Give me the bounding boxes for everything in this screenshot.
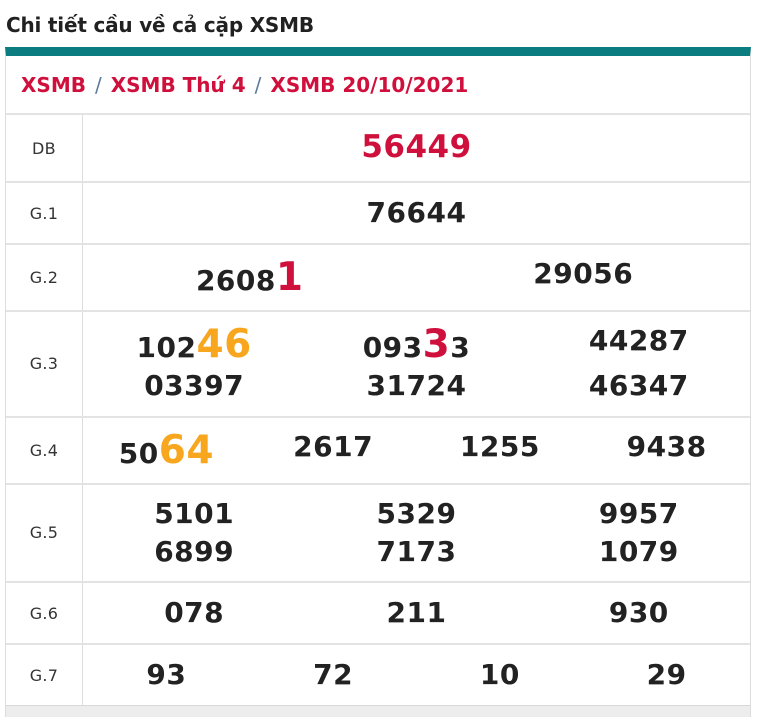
breadcrumb-separator: / bbox=[94, 72, 102, 97]
digits: 93 bbox=[146, 658, 187, 692]
digits: 9438 bbox=[626, 429, 707, 463]
highlighted-digits: 3 bbox=[422, 322, 451, 368]
prize-row: G.7 93 72 10 29 bbox=[6, 643, 750, 706]
highlighted-digits: 56449 bbox=[361, 129, 472, 166]
highlighted-digits: 64 bbox=[158, 427, 214, 473]
prize-label: G.7 bbox=[6, 645, 83, 706]
prize-values: 93 72 10 29 bbox=[83, 645, 750, 705]
prize-values: 56449 bbox=[83, 115, 750, 181]
prize-number: 1255 bbox=[459, 429, 540, 470]
prize-number: 930 bbox=[608, 596, 669, 630]
prize-number: 5101 bbox=[154, 496, 235, 530]
digits: 930 bbox=[608, 596, 669, 630]
breadcrumb-link-xsmb-date[interactable]: XSMB 20/10/2021 bbox=[270, 72, 469, 97]
digits: 5101 bbox=[154, 496, 235, 530]
prize-number: 7173 bbox=[376, 534, 457, 568]
prize-number: 93 bbox=[146, 658, 187, 692]
prize-number: 72 bbox=[313, 658, 354, 692]
digits: 9957 bbox=[598, 496, 679, 530]
prize-values: 5101 5329 9957 6899 7173 1079 bbox=[83, 485, 750, 581]
digits: 078 bbox=[164, 596, 225, 630]
prize-table-body: DB 56449 G.1 76644 G.2 2608 1 29056 G.3 102 46 093 3… bbox=[6, 113, 750, 706]
prize-label: G.5 bbox=[6, 484, 83, 582]
prize-row: G.1 76644 bbox=[6, 181, 750, 243]
prize-values: 078 211 930 bbox=[83, 583, 750, 643]
breadcrumb-link-xsmb[interactable]: XSMB bbox=[21, 72, 86, 97]
prize-number: 6899 bbox=[154, 534, 235, 568]
prize-number: 10 bbox=[479, 658, 520, 692]
prize-number: 31724 bbox=[367, 370, 467, 402]
digits: 093 bbox=[362, 331, 423, 365]
prize-number: 9957 bbox=[598, 496, 679, 530]
digits: 29 bbox=[646, 658, 687, 692]
prize-label: G.3 bbox=[6, 312, 83, 416]
prize-number: 50 64 bbox=[119, 431, 214, 470]
digits: 6899 bbox=[154, 534, 235, 568]
digits: 10 bbox=[479, 658, 520, 692]
next-section-strip bbox=[5, 705, 751, 718]
prize-number: 5329 bbox=[376, 496, 457, 530]
prize-number: 2617 bbox=[293, 429, 374, 470]
prize-number: 093 3 3 bbox=[363, 325, 471, 364]
prize-number: 46347 bbox=[589, 370, 689, 402]
prize-values: 50 64 2617 1255 9438 bbox=[83, 418, 750, 483]
prize-row: DB 56449 bbox=[6, 113, 750, 181]
prize-number: 44287 bbox=[588, 324, 689, 364]
prize-values: 76644 bbox=[83, 183, 750, 243]
digits: 102 bbox=[136, 331, 197, 365]
prize-row: G.3 102 46 093 3 3 44287 03397 31724 46347 bbox=[6, 310, 750, 416]
digits: 76644 bbox=[366, 195, 467, 229]
digits: 2617 bbox=[293, 429, 374, 463]
prize-number: 76644 bbox=[366, 195, 467, 229]
digits: 72 bbox=[313, 658, 354, 692]
prize-label: G.4 bbox=[6, 417, 83, 483]
digits: 3 bbox=[450, 331, 471, 365]
prize-number: 9438 bbox=[626, 429, 707, 470]
prize-values: 102 46 093 3 3 44287 03397 31724 46347 bbox=[83, 312, 750, 415]
prize-number: 1079 bbox=[598, 534, 679, 568]
breadcrumb-separator: / bbox=[254, 72, 262, 97]
digits: 7173 bbox=[376, 534, 457, 568]
prize-label: G.6 bbox=[6, 583, 83, 644]
prize-label: DB bbox=[6, 115, 83, 181]
prize-number: 56449 bbox=[361, 130, 471, 166]
prize-label: G.2 bbox=[6, 245, 83, 311]
breadcrumb: XSMB / XSMB Thứ 4 / XSMB 20/10/2021 bbox=[6, 56, 750, 113]
digits: 44287 bbox=[588, 324, 689, 358]
result-panel: XSMB / XSMB Thứ 4 / XSMB 20/10/2021 DB 56… bbox=[5, 47, 751, 706]
digits: 2608 bbox=[195, 264, 276, 297]
digits: 29056 bbox=[533, 257, 634, 290]
prize-number: 211 bbox=[386, 596, 447, 630]
prize-number: 2608 1 bbox=[196, 258, 304, 297]
prize-label: G.1 bbox=[6, 183, 83, 243]
highlighted-digits: 1 bbox=[275, 255, 304, 300]
digits: 46347 bbox=[588, 369, 689, 403]
prize-row: G.6 078 211 930 bbox=[6, 581, 750, 644]
digits: 5329 bbox=[376, 496, 457, 530]
prize-number: 102 46 bbox=[137, 325, 252, 364]
prize-values: 2608 1 29056 bbox=[83, 245, 750, 310]
digits: 1255 bbox=[459, 429, 540, 463]
digits: 50 bbox=[118, 436, 159, 470]
prize-number: 03397 bbox=[144, 370, 244, 402]
highlighted-digits: 46 bbox=[196, 322, 252, 368]
prize-number: 29056 bbox=[533, 257, 634, 297]
prize-number: 078 bbox=[164, 596, 225, 630]
digits: 211 bbox=[386, 596, 447, 630]
prize-row: G.2 2608 1 29056 bbox=[6, 243, 750, 311]
prize-row: G.5 5101 5329 9957 6899 7173 1079 bbox=[6, 482, 750, 582]
digits: 1079 bbox=[598, 534, 679, 568]
breadcrumb-link-xsmb-weekday[interactable]: XSMB Thứ 4 bbox=[110, 72, 246, 97]
digits: 31724 bbox=[366, 369, 467, 403]
page-title: Chi tiết cầu về cả cặp XSMB bbox=[6, 13, 314, 37]
prize-row: G.4 50 64 2617 1255 9438 bbox=[6, 415, 750, 483]
prize-number: 29 bbox=[646, 658, 687, 692]
digits: 03397 bbox=[144, 369, 245, 403]
